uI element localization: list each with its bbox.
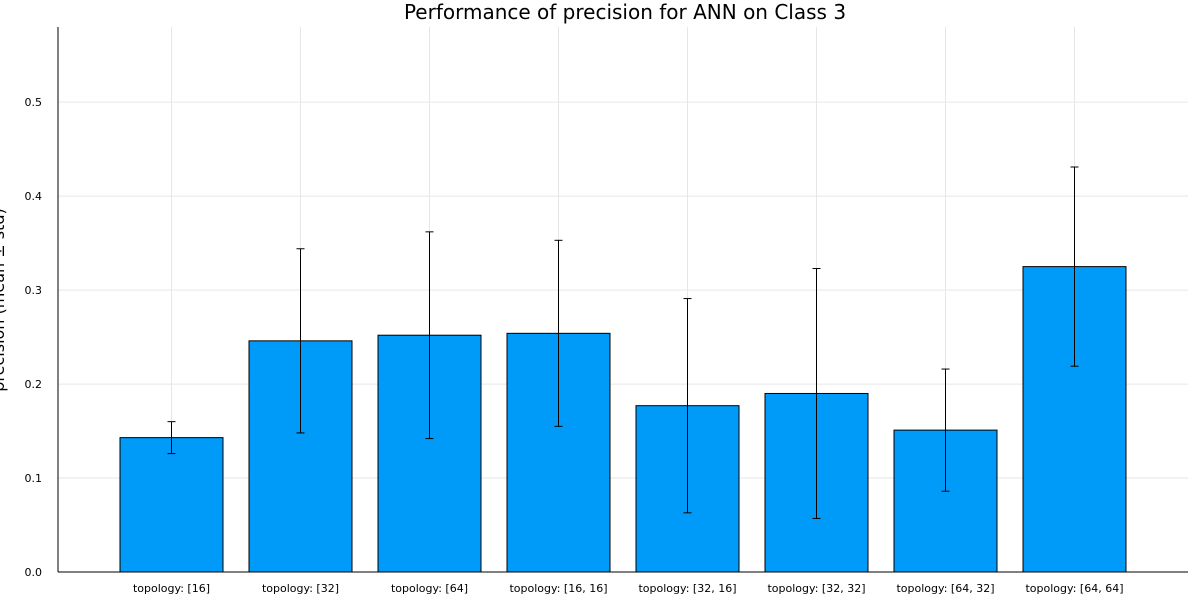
x-tick-label: topology: [32, 16] [638,582,736,595]
y-tick-label: 0.5 [25,96,43,109]
x-tick-labels: topology: [16] topology: [32] topology: [6… [133,582,1124,595]
x-tick-label: topology: [64, 64] [1025,582,1123,595]
x-tick-label: topology: [32] [262,582,339,595]
bars-group [119,266,1127,573]
y-axis-label: precision (mean ± std) [0,208,8,391]
grid-lines [58,27,1188,573]
x-tick-label: topology: [64, 32] [896,582,994,595]
error-bars-group [167,166,1079,519]
axes [57,27,1188,573]
y-tick-label: 0.4 [25,190,43,203]
x-tick-label: topology: [32, 32] [767,582,865,595]
y-tick-label: 0.2 [25,378,43,391]
x-tick-label: topology: [16] [133,582,210,595]
y-tick-label: 0.0 [25,566,43,579]
y-tick-label: 0.1 [25,472,43,485]
bar [119,437,224,573]
chart-title: Performance of precision for ANN on Clas… [404,0,846,24]
y-tick-label: 0.3 [25,284,43,297]
y-tick-labels: 0.0 0.1 0.2 0.3 0.4 0.5 [25,96,43,579]
x-tick-label: topology: [16, 16] [509,582,607,595]
x-tick-label: topology: [64] [391,582,468,595]
